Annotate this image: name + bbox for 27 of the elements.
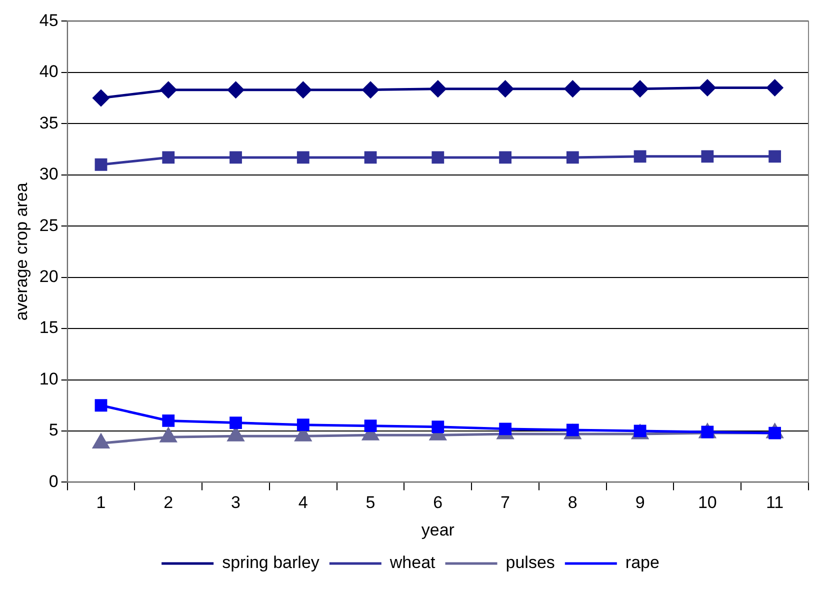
legend-label: spring barley xyxy=(222,553,320,572)
y-tick-label: 20 xyxy=(39,267,58,286)
x-axis-title: year xyxy=(421,520,455,540)
x-tick-label: 4 xyxy=(298,493,308,512)
y-tick-label: 35 xyxy=(39,113,58,132)
y-tick-label: 45 xyxy=(39,10,58,30)
y-tick-label: 30 xyxy=(39,164,58,184)
y-tick-label: 40 xyxy=(39,62,58,82)
x-tick-label: 8 xyxy=(568,493,578,512)
x-tick-label: 7 xyxy=(500,493,510,512)
x-tick-label: 6 xyxy=(433,493,443,512)
y-tick-label: 15 xyxy=(39,318,58,338)
x-tick-label: 9 xyxy=(635,493,645,512)
legend-label: pulses xyxy=(506,553,555,572)
y-axis-title: average crop area xyxy=(12,182,31,321)
x-tick-label: 11 xyxy=(766,493,784,512)
x-tick-label: 10 xyxy=(698,493,717,512)
x-tick-label: 5 xyxy=(366,493,376,512)
legend-label: rape xyxy=(625,553,660,572)
y-tick-label: 5 xyxy=(48,420,58,440)
y-tick-label: 10 xyxy=(39,369,58,388)
legend-label: wheat xyxy=(388,553,436,572)
x-tick-label: 2 xyxy=(164,493,174,512)
x-tick-label: 1 xyxy=(96,493,106,512)
y-tick-label: 25 xyxy=(39,216,58,235)
y-tick-label: 0 xyxy=(48,472,58,491)
x-tick-label: 3 xyxy=(231,493,240,512)
